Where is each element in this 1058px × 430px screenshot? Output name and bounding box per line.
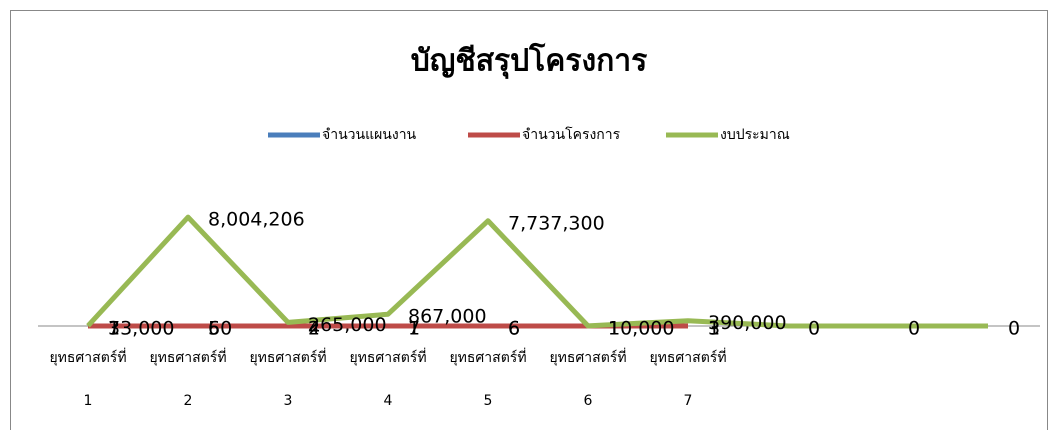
data-label: 7 — [108, 317, 120, 339]
data-label: 3 — [108, 317, 120, 339]
data-label: 265,000 — [308, 314, 387, 336]
data-label: 1 — [608, 318, 620, 340]
x-tick-label: ยุทธศาสตร์ที่ 4 — [349, 348, 426, 409]
data-label: 6 — [208, 317, 220, 339]
data-label: 867,000 — [408, 306, 487, 328]
legend-label: จำนวนโครงการ — [522, 126, 621, 143]
x-tick-label: ยุทธศาสตร์ที่ 2 — [149, 348, 226, 409]
data-label: 13,000 — [108, 317, 174, 339]
legend-label: จำนวนแผนงาน — [322, 127, 417, 143]
data-label: 6 — [508, 317, 520, 339]
data-label: 10,000 — [608, 317, 674, 339]
x-tick-label: ยุทธศาสตร์ที่ 1 — [49, 348, 126, 409]
x-tick-label: ยุทธศาสตร์ที่ 7 — [649, 348, 726, 409]
data-label: 1 — [708, 318, 720, 340]
data-label: 7,737,300 — [508, 212, 605, 234]
x-tick-label: ยุทธศาสตร์ที่ 5 — [449, 348, 526, 409]
data-label: 2 — [308, 317, 320, 339]
data-label: 1 — [408, 318, 420, 340]
data-label: 390,000 — [708, 312, 787, 334]
x-tick-label: ยุทธศาสตร์ที่ 6 — [549, 348, 626, 409]
data-label: 7 — [408, 317, 420, 339]
series-line — [86, 214, 988, 329]
data-label: 3 — [708, 317, 720, 339]
data-label: 0 — [808, 318, 820, 340]
chart-title: บัญชีสรุปโครงการ — [411, 42, 648, 80]
data-label: 4 — [308, 317, 320, 339]
data-label: 1 — [608, 318, 620, 340]
data-label: 8,004,206 — [208, 209, 305, 231]
legend-label: งบประมาณ — [720, 127, 790, 143]
data-label: 50 — [208, 317, 232, 339]
data-label: 0 — [908, 318, 920, 340]
x-tick-label: ยุทธศาสตร์ที่ 3 — [249, 348, 326, 409]
data-label: 6 — [508, 317, 520, 339]
data-label: 0 — [1008, 318, 1020, 340]
chart-border — [10, 10, 1048, 430]
